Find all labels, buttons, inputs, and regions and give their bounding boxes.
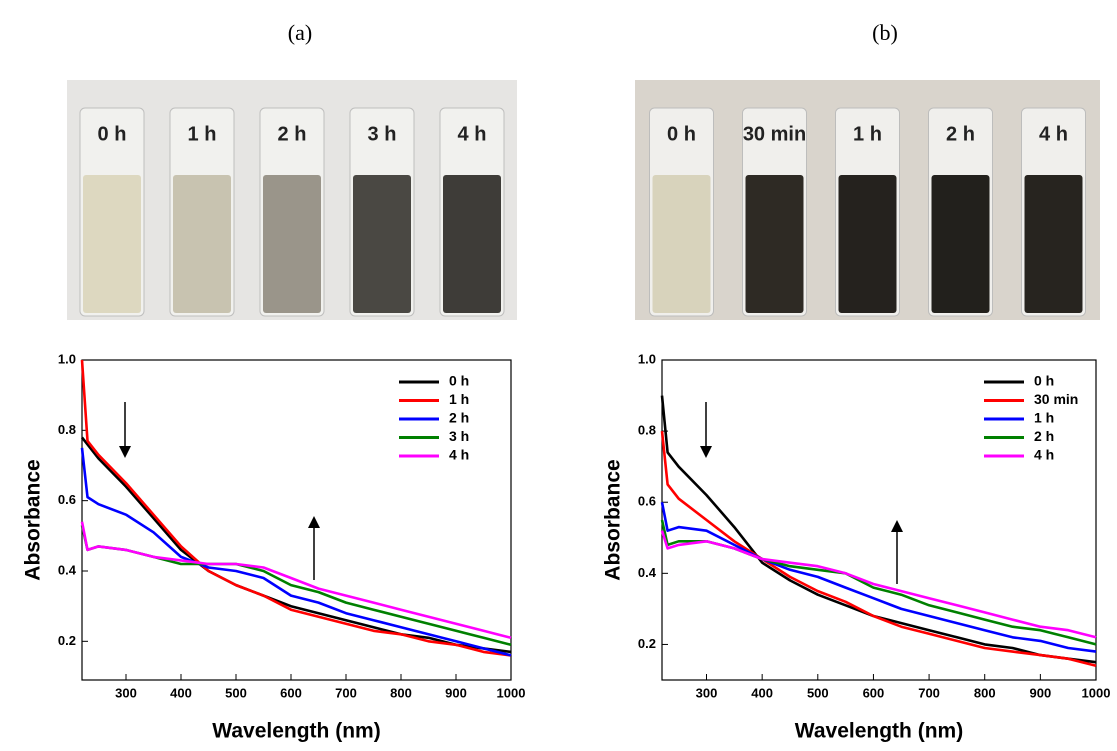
x-tick-label: 400 — [751, 685, 773, 700]
x-tick-label: 800 — [390, 685, 412, 700]
photo-label: 2 h — [946, 123, 975, 145]
series-line — [660, 430, 1097, 668]
y-tick-label: 0.4 — [638, 565, 657, 580]
cuvette-liquid — [173, 175, 231, 313]
series-line — [80, 525, 512, 647]
legend-label: 3 h — [449, 428, 469, 444]
photo-label: 2 h — [278, 123, 307, 145]
legend-label: 1 h — [449, 391, 469, 407]
y-axis-label: Absorbance — [602, 459, 625, 580]
x-tick-label: 500 — [225, 685, 247, 700]
cuvette-liquid — [83, 175, 141, 313]
legend-label: 1 h — [1034, 410, 1054, 426]
x-axis-label: Wavelength (nm) — [212, 720, 380, 743]
y-tick-label: 1.0 — [638, 351, 656, 366]
y-tick-label: 1.0 — [58, 351, 76, 366]
y-tick-label: 0.8 — [638, 423, 656, 438]
x-tick-label: 900 — [445, 685, 467, 700]
cuvette-liquid — [745, 175, 804, 313]
series-line — [80, 359, 512, 657]
photo-label: 1 h — [188, 123, 217, 145]
photo-label: 0 h — [667, 123, 696, 145]
x-tick-label: 800 — [974, 685, 996, 700]
series-line — [660, 530, 1097, 639]
cuvette-liquid — [443, 175, 501, 313]
cuvette-liquid — [263, 175, 321, 313]
y-tick-label: 0.2 — [638, 636, 656, 651]
cuvette-liquid — [652, 175, 711, 313]
legend-label: 30 min — [1034, 391, 1078, 407]
series-line — [80, 447, 512, 657]
photo-label: 4 h — [1039, 123, 1068, 145]
x-axis-label: Wavelength (nm) — [795, 720, 963, 743]
cuvette-liquid — [1024, 175, 1083, 313]
y-tick-label: 0.2 — [58, 633, 76, 648]
legend-label: 2 h — [1034, 428, 1054, 444]
x-tick-label: 700 — [918, 685, 940, 700]
x-tick-label: 300 — [115, 685, 137, 700]
photo-label: 30 min — [743, 123, 806, 145]
cuvette-liquid — [931, 175, 990, 313]
y-tick-label: 0.6 — [58, 492, 76, 507]
x-tick-label: 300 — [696, 685, 718, 700]
x-tick-label: 500 — [807, 685, 829, 700]
legend-label: 0 h — [1034, 373, 1054, 389]
y-tick-label: 0.6 — [638, 494, 656, 509]
series-line — [660, 395, 1097, 664]
legend-label: 4 h — [449, 447, 469, 463]
series-line — [660, 519, 1097, 646]
series-line — [660, 501, 1097, 653]
series-line — [80, 436, 512, 654]
y-tick-label: 0.8 — [58, 422, 76, 437]
plot-frame — [81, 359, 512, 681]
photo-label: 3 h — [368, 123, 397, 145]
cuvette-liquid — [838, 175, 897, 313]
series-line — [80, 521, 512, 640]
legend-label: 0 h — [449, 373, 469, 389]
cuvette-liquid — [353, 175, 411, 313]
panel-label: (b) — [872, 20, 898, 45]
x-tick-label: 400 — [170, 685, 192, 700]
photo-label: 1 h — [853, 123, 882, 145]
x-tick-label: 900 — [1030, 685, 1052, 700]
x-tick-label: 600 — [280, 685, 302, 700]
y-axis-label: Absorbance — [22, 459, 45, 580]
x-tick-label: 600 — [863, 685, 885, 700]
legend-label: 4 h — [1034, 447, 1054, 463]
x-tick-label: 1000 — [497, 685, 526, 700]
photo-label: 4 h — [458, 123, 487, 145]
panel-label: (a) — [288, 20, 312, 45]
legend-label: 2 h — [449, 410, 469, 426]
x-tick-label: 1000 — [1082, 685, 1111, 700]
x-tick-label: 700 — [335, 685, 357, 700]
y-tick-label: 0.4 — [58, 562, 77, 577]
photo-label: 0 h — [98, 123, 127, 145]
